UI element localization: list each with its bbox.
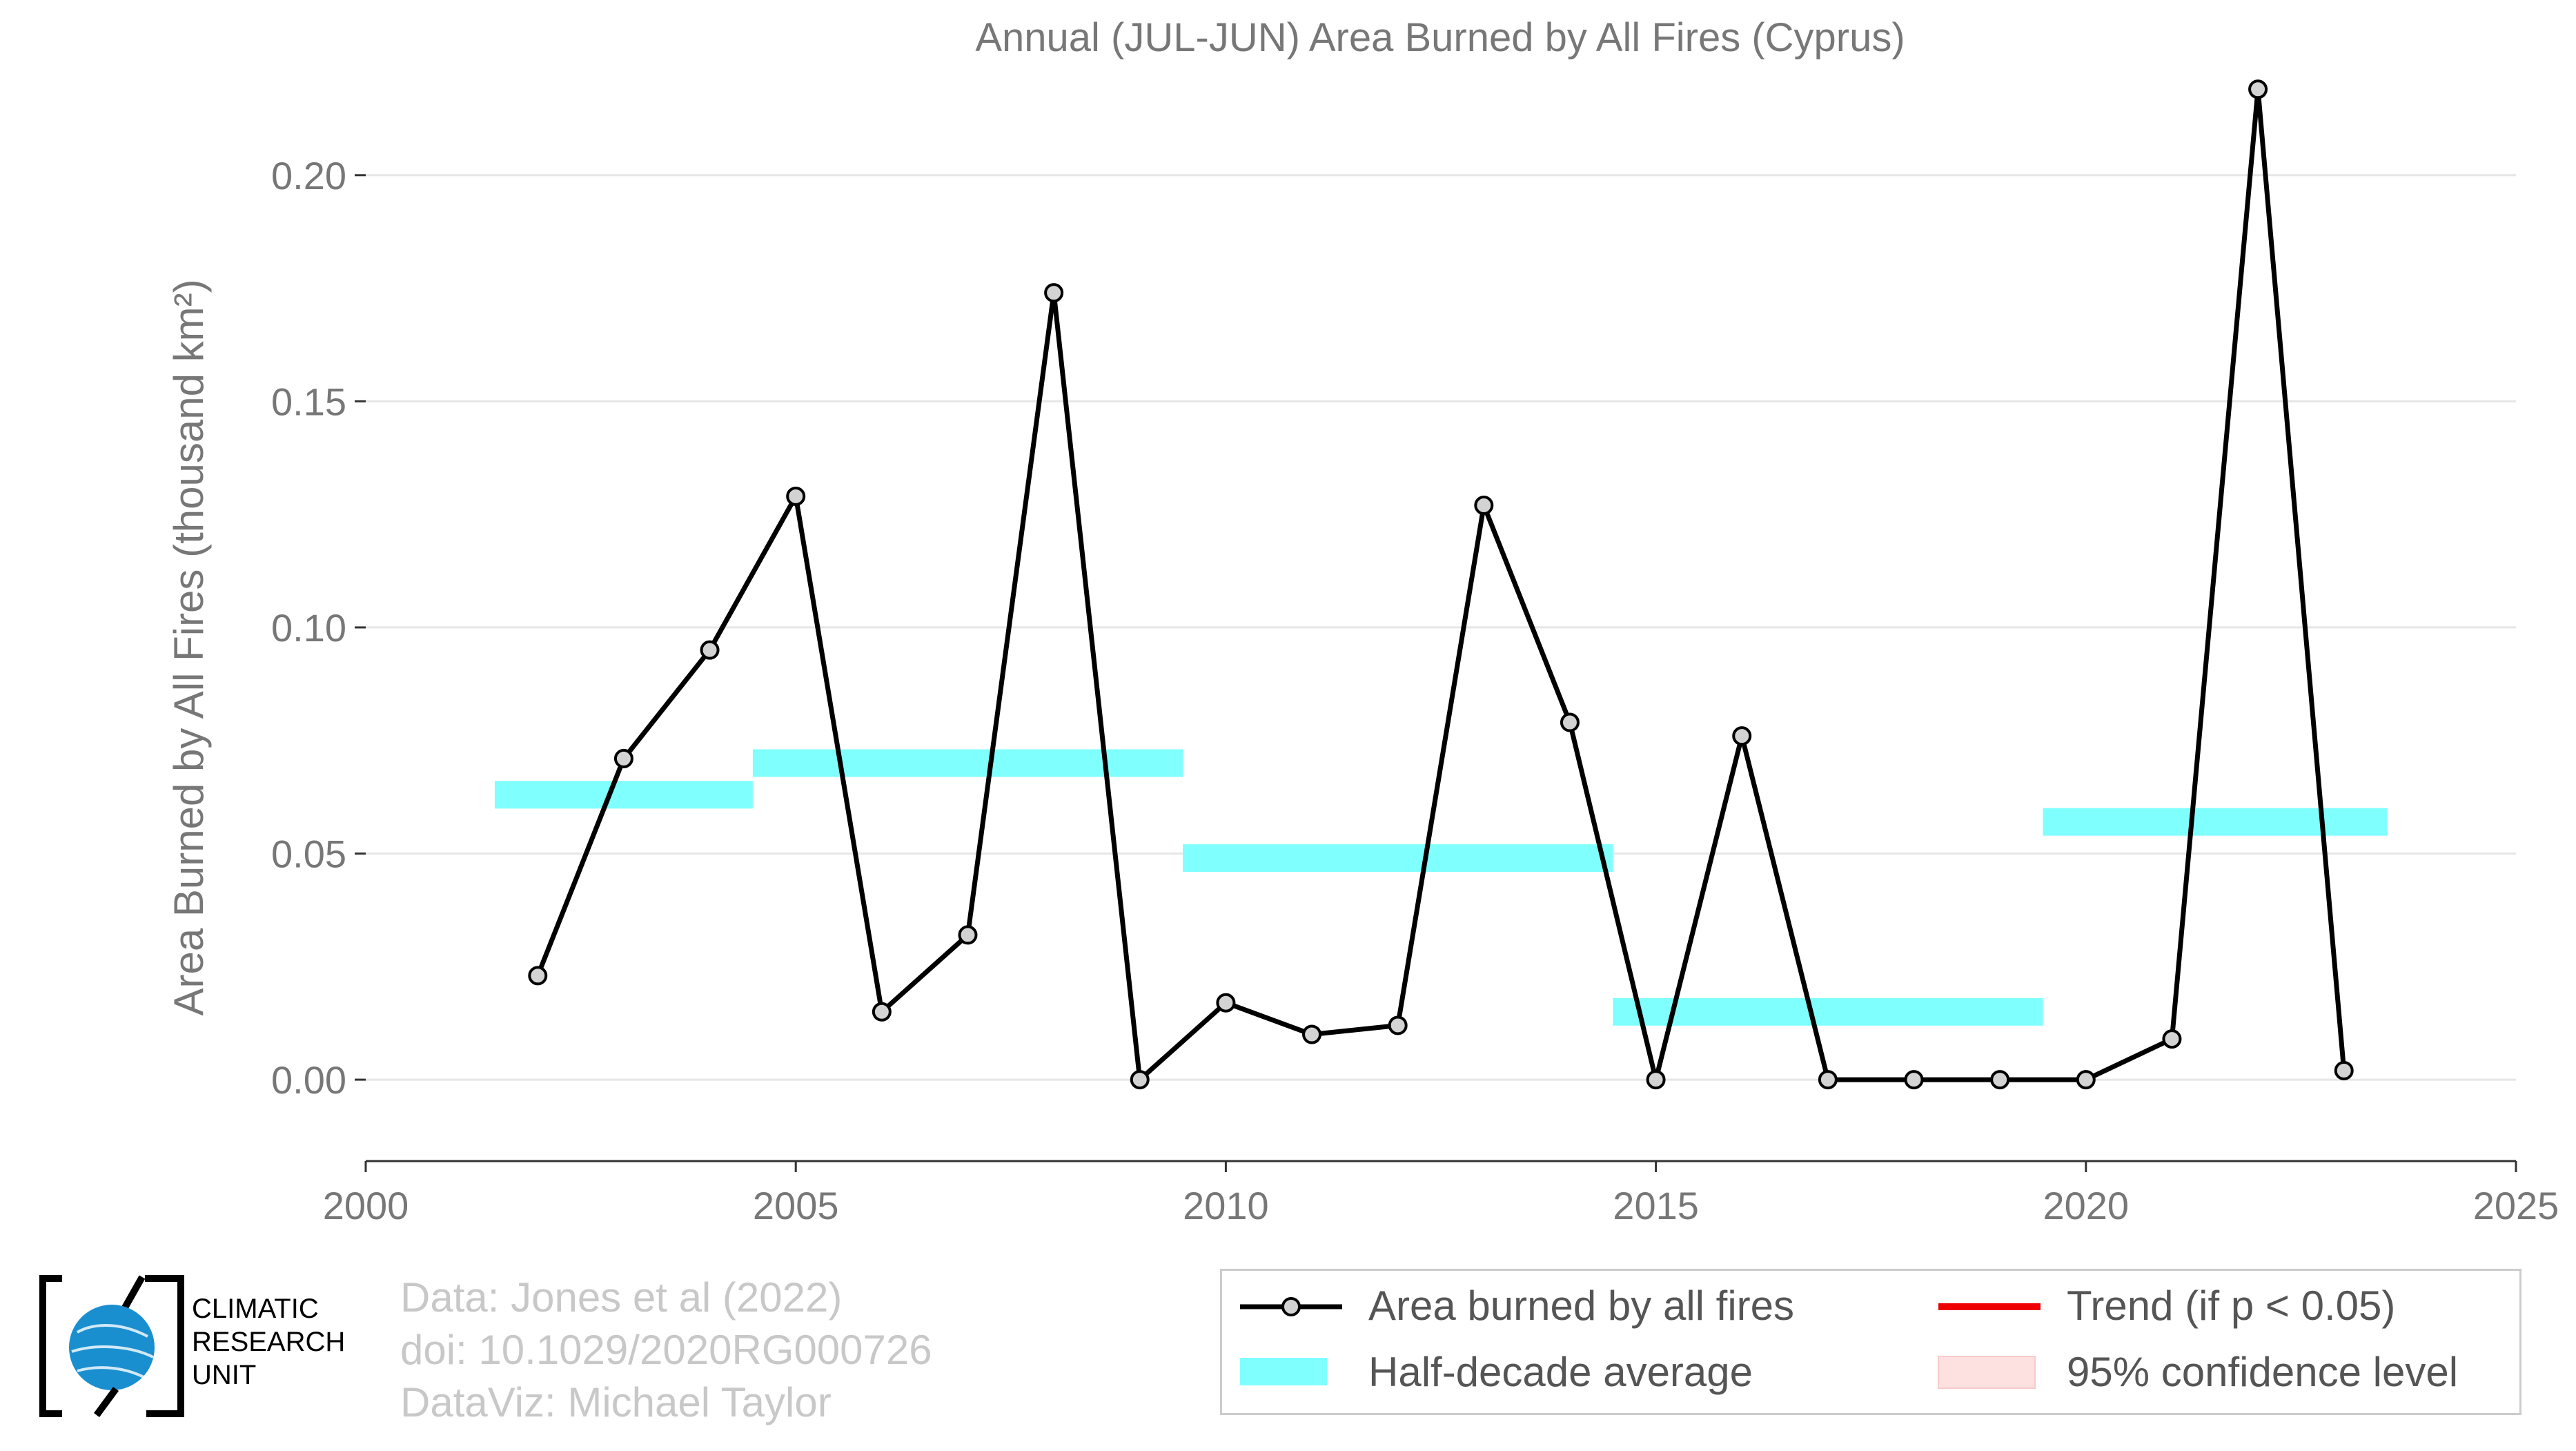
data-point-2010 [1216, 993, 1236, 1013]
x-tick-label-0: 2000 [323, 1184, 409, 1227]
data-point-2012 [1388, 1015, 1408, 1035]
half-decade-band-3 [1613, 997, 2043, 1026]
credit-dataviz: DataViz: Michael Taylor [400, 1379, 832, 1425]
data-point-2009 [1130, 1070, 1150, 1090]
half-decade-band-0 [494, 781, 753, 809]
data-point-2017 [1818, 1070, 1838, 1090]
x-tick-label-2: 2010 [1183, 1184, 1269, 1227]
logo-bracket-right [145, 1275, 184, 1417]
series-line [528, 79, 2354, 1090]
legend-label-average: Half-decade average [1368, 1349, 1753, 1395]
y-tick-label-4: 0.20 [271, 154, 346, 197]
x-tick-label-3: 2015 [1613, 1184, 1699, 1227]
data-point-2021 [2162, 1029, 2182, 1049]
cru-line-1: CLIMATIC [192, 1294, 319, 1324]
x-tick-label-1: 2005 [753, 1184, 839, 1227]
half-decade-band-1 [752, 749, 1183, 777]
y-tick-label-3: 0.15 [271, 380, 346, 423]
data-point-2004 [700, 640, 720, 660]
legend-key-series-icon [1240, 1297, 1342, 1316]
data-point-2018 [1904, 1070, 1924, 1090]
data-point-2011 [1302, 1024, 1322, 1044]
data-point-2003 [613, 748, 633, 768]
logo-slash [121, 1275, 146, 1311]
data-point-2019 [1990, 1070, 2010, 1090]
y-axis-label: Area Burned by All Fires (thousand km²) [166, 279, 212, 1015]
half-decade-bands [494, 749, 2388, 1026]
credit-data-source: Data: Jones et al (2022) [400, 1274, 843, 1321]
gridlines [366, 174, 2516, 1081]
data-point-2016 [1732, 726, 1752, 746]
data-credits: Data: Jones et al (2022) doi: 10.1029/20… [400, 1272, 932, 1429]
chart-title: Annual (JUL-JUN) Area Burned by All Fire… [975, 15, 1905, 60]
cru-logo [39, 1275, 184, 1417]
y-tick-label-0: 0.00 [271, 1058, 346, 1102]
data-point-2007 [958, 925, 978, 945]
half-decade-band-4 [2043, 808, 2388, 836]
legend: Area burned by all fires Trend (if p < 0… [1220, 1269, 2521, 1415]
series-polyline [535, 86, 2347, 1082]
axes: 0.00 0.05 0.10 0.15 0.20 2000 2005 2010 2015 2020… [271, 154, 2559, 1227]
cru-line-3: UNIT [192, 1360, 257, 1390]
x-tick-label-4: 2020 [2043, 1184, 2130, 1227]
cru-line-2: RESEARCH [192, 1327, 346, 1357]
data-point-2006 [872, 1002, 892, 1022]
legend-label-series: Area burned by all fires [1368, 1283, 1794, 1329]
data-point-2020 [2076, 1070, 2096, 1090]
data-point-2013 [1474, 496, 1494, 516]
x-tick-label-5: 2025 [2473, 1184, 2559, 1227]
data-point-2022 [2248, 79, 2268, 99]
logo-globe-lines [71, 1324, 154, 1381]
data-point-2023 [2334, 1060, 2354, 1080]
legend-key-average-icon [1240, 1358, 1327, 1385]
half-decade-band-2 [1183, 844, 1613, 873]
legend-key-trend-icon [1938, 1303, 2041, 1310]
legend-label-confidence: 95% confidence level [2067, 1349, 2459, 1395]
legend-label-trend: Trend (if p < 0.05) [2067, 1283, 2396, 1329]
data-point-2008 [1044, 283, 1064, 303]
cru-logo-text: CLIMATIC RESEARCH UNIT [192, 1292, 345, 1392]
y-tick-label-1: 0.05 [271, 832, 346, 876]
data-point-2015 [1646, 1070, 1666, 1090]
data-point-2014 [1560, 712, 1580, 732]
legend-key-confidence-icon [1938, 1356, 2036, 1389]
data-point-2002 [528, 966, 548, 986]
data-point-2005 [786, 486, 806, 506]
logo-slash-lower [93, 1387, 119, 1417]
logo-bracket-left [39, 1275, 62, 1417]
credit-doi: doi: 10.1029/2020RG000726 [400, 1327, 932, 1373]
y-tick-label-2: 0.10 [271, 606, 346, 650]
